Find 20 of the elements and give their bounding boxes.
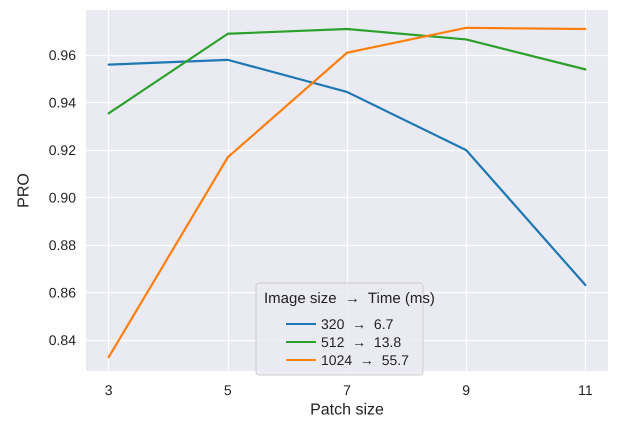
legend-label: 320 → 6.7 (321, 316, 394, 332)
x-tick-label: 5 (224, 382, 232, 398)
y-tick-label: 0.88 (48, 237, 76, 254)
y-tick-label: 0.86 (48, 284, 76, 301)
line-series (108, 58, 586, 286)
x-tick-label: 9 (462, 382, 470, 398)
x-tick-label: 3 (104, 382, 113, 398)
x-tick-label: 7 (343, 382, 352, 398)
y-tick-label: 0.90 (48, 190, 76, 206)
legend-label: 1024 → 55.7 (321, 352, 410, 368)
y-tick-label: 0.96 (48, 47, 76, 64)
legend-label: 512 → 13.8 (321, 334, 402, 350)
x-axis-title: Patch size (310, 401, 384, 418)
y-tick-label: 0.94 (48, 94, 76, 111)
y-axis-title: PRO (16, 173, 32, 208)
legend-title: Image size → Time (ms) (264, 290, 435, 307)
line-series (108, 28, 586, 114)
y-tick-label: 0.84 (48, 332, 76, 348)
x-tick-label: 11 (578, 382, 593, 398)
y-tick-label: 0.92 (48, 142, 76, 158)
